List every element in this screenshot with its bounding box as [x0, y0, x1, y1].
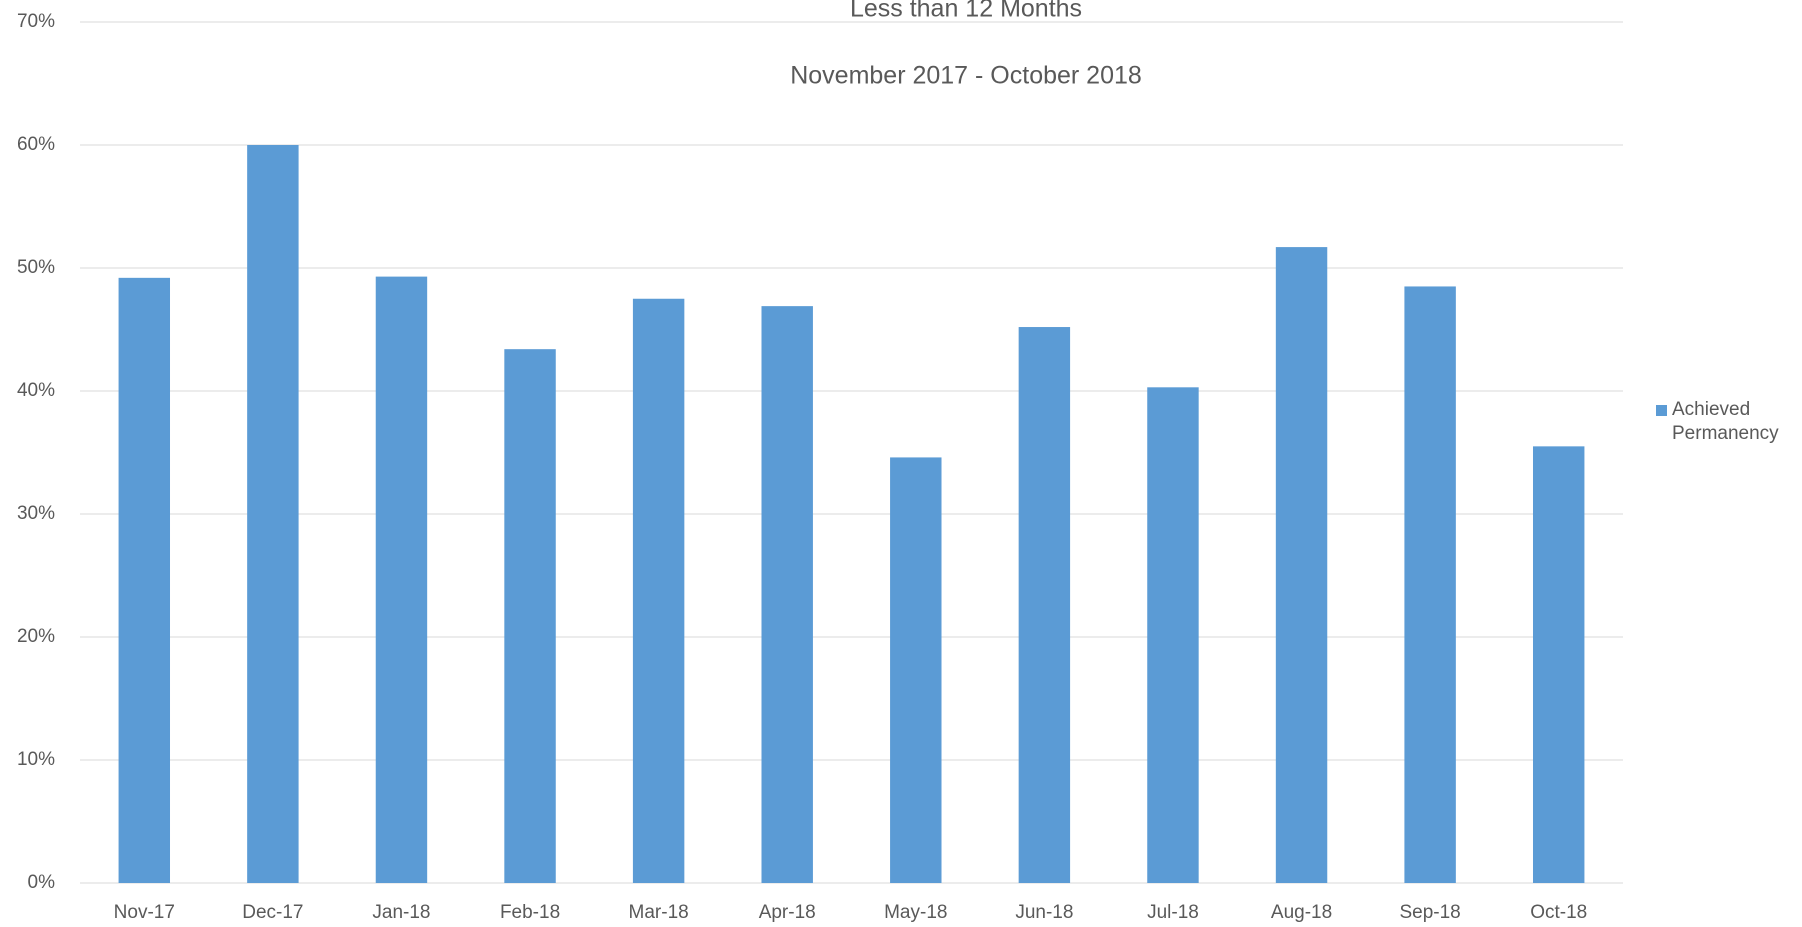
y-tick-label: 40%: [17, 380, 55, 401]
y-tick-label: 50%: [17, 257, 55, 278]
x-tick-label: Jul-18: [1147, 902, 1199, 923]
y-tick-label: 10%: [17, 749, 55, 770]
bar: [1275, 247, 1328, 884]
x-tick-label: Aug-18: [1271, 902, 1332, 923]
legend-label: Achieved Permanency: [1672, 399, 1779, 444]
bar: [247, 145, 299, 883]
bar: [1404, 286, 1456, 883]
x-tick-label: Feb-18: [500, 902, 560, 923]
x-tick-label: Oct-18: [1530, 902, 1587, 923]
y-tick-label: 20%: [17, 626, 55, 647]
bar: [1532, 446, 1585, 883]
chart-title: Less than 12 Months: [850, 0, 1082, 23]
x-tick-label: Sep-18: [1399, 902, 1460, 923]
y-tick-label: 60%: [17, 134, 55, 155]
bar: [504, 349, 556, 883]
bar: [632, 298, 685, 883]
x-tick-label: Jan-18: [372, 902, 430, 923]
y-tick-label: 30%: [17, 503, 55, 524]
chart-subtitle: November 2017 - October 2018: [790, 62, 1142, 90]
x-tick-label: Apr-18: [759, 902, 816, 923]
bar: [118, 277, 171, 884]
legend-swatch: [1656, 405, 1667, 416]
bar: [890, 457, 942, 883]
legend: Achieved Permanency: [1656, 398, 1796, 446]
y-tick-label: 70%: [17, 11, 55, 32]
y-tick-label: 0%: [28, 872, 56, 893]
x-tick-label: May-18: [884, 902, 947, 923]
x-tick-label: Nov-17: [114, 902, 175, 923]
bar: [761, 306, 813, 883]
bar: [1018, 327, 1071, 883]
x-tick-label: Mar-18: [629, 902, 689, 923]
bar: [1147, 387, 1199, 883]
x-tick-label: Dec-17: [242, 902, 303, 923]
x-tick-label: Jun-18: [1015, 902, 1073, 923]
bar: [375, 276, 428, 883]
